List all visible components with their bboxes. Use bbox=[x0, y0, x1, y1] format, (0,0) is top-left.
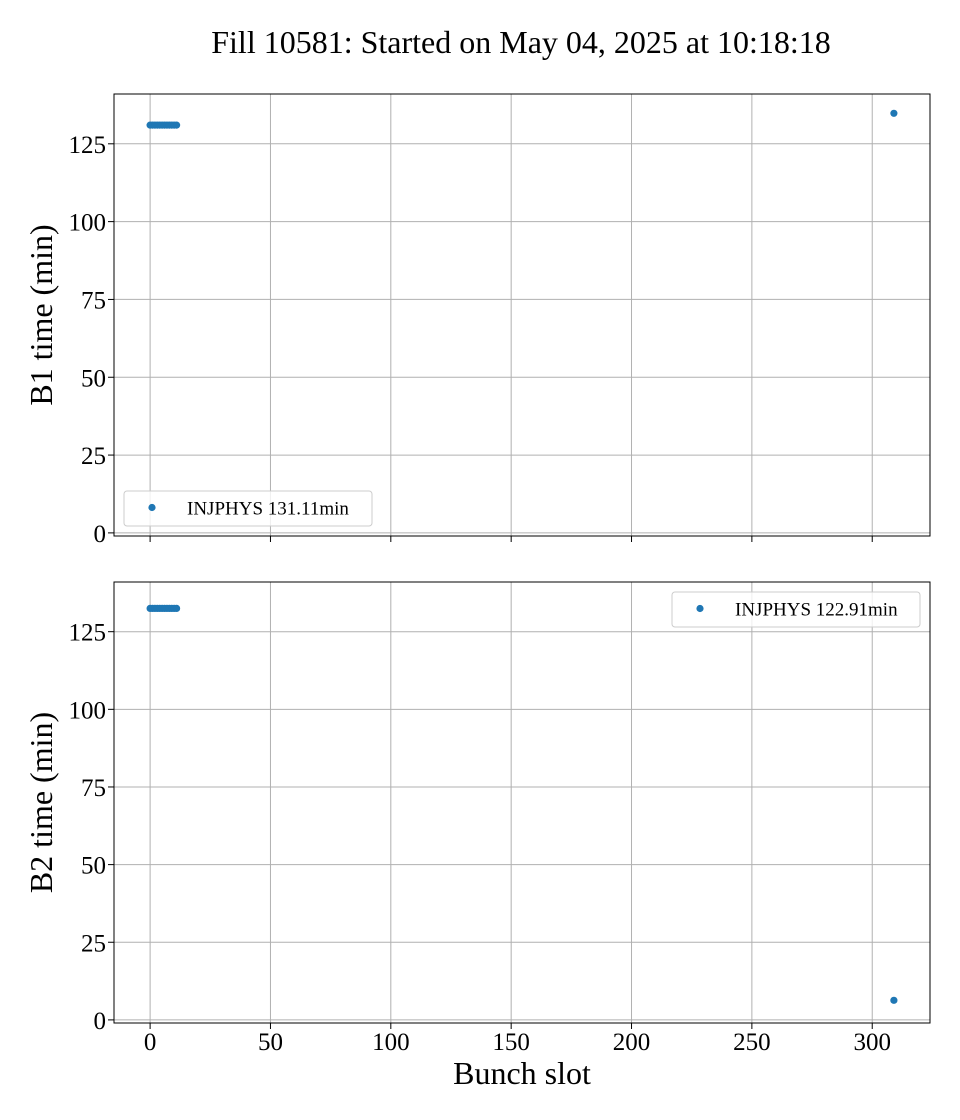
y-tick-label: 100 bbox=[69, 210, 107, 237]
y-tick-label: 25 bbox=[81, 443, 106, 470]
data-point bbox=[172, 604, 181, 612]
y-tick-label: 75 bbox=[81, 287, 106, 314]
plot-frame bbox=[113, 93, 931, 537]
y-tick-label: 50 bbox=[81, 365, 106, 392]
y-tick-label: 75 bbox=[81, 775, 106, 802]
y-tick-label: 125 bbox=[69, 132, 107, 159]
legend-box bbox=[123, 490, 373, 527]
legend-label: INJPHYS 131.11min bbox=[187, 499, 349, 520]
x-tick-label: 0 bbox=[144, 1029, 157, 1056]
legend: INJPHYS 131.11min bbox=[123, 490, 373, 527]
y-axis-label: B1 time (min) bbox=[23, 224, 59, 405]
plot-frame bbox=[113, 581, 931, 1024]
legend: INJPHYS 122.91min bbox=[671, 591, 921, 628]
x-tick-label: 200 bbox=[613, 1029, 651, 1056]
x-tick-label: 100 bbox=[372, 1029, 410, 1056]
figure-title: Fill 10581: Started on May 04, 2025 at 1… bbox=[211, 24, 831, 60]
y-tick-label: 50 bbox=[81, 853, 106, 880]
data-point bbox=[890, 109, 898, 117]
y-tick-label: 0 bbox=[94, 1008, 107, 1035]
legend-label: INJPHYS 122.91min bbox=[735, 600, 898, 621]
x-tick-label: 50 bbox=[258, 1029, 283, 1056]
legend-box bbox=[671, 591, 921, 628]
y-axis-label: B2 time (min) bbox=[23, 712, 59, 893]
x-axis-label: Bunch slot bbox=[453, 1055, 591, 1091]
y-tick-label: 25 bbox=[81, 930, 106, 957]
data-point bbox=[172, 121, 181, 129]
y-tick-label: 125 bbox=[69, 620, 107, 647]
x-tick-label: 150 bbox=[492, 1029, 530, 1056]
y-tick-label: 0 bbox=[94, 521, 107, 548]
legend-marker bbox=[696, 604, 704, 613]
x-tick-label: 250 bbox=[733, 1029, 771, 1056]
data-point bbox=[890, 996, 898, 1004]
bottom-panel-b2: 0 50 100 150 200 250 300 0 25 50 75 100 125 B2 time (… bbox=[23, 581, 931, 1091]
x-tick-label: 300 bbox=[853, 1029, 891, 1056]
top-panel-b1: 0 25 50 75 100 125 B1 time (min) INJPHYS 131.11… bbox=[23, 93, 931, 548]
legend-marker bbox=[148, 503, 156, 512]
y-tick-label: 100 bbox=[69, 697, 107, 724]
